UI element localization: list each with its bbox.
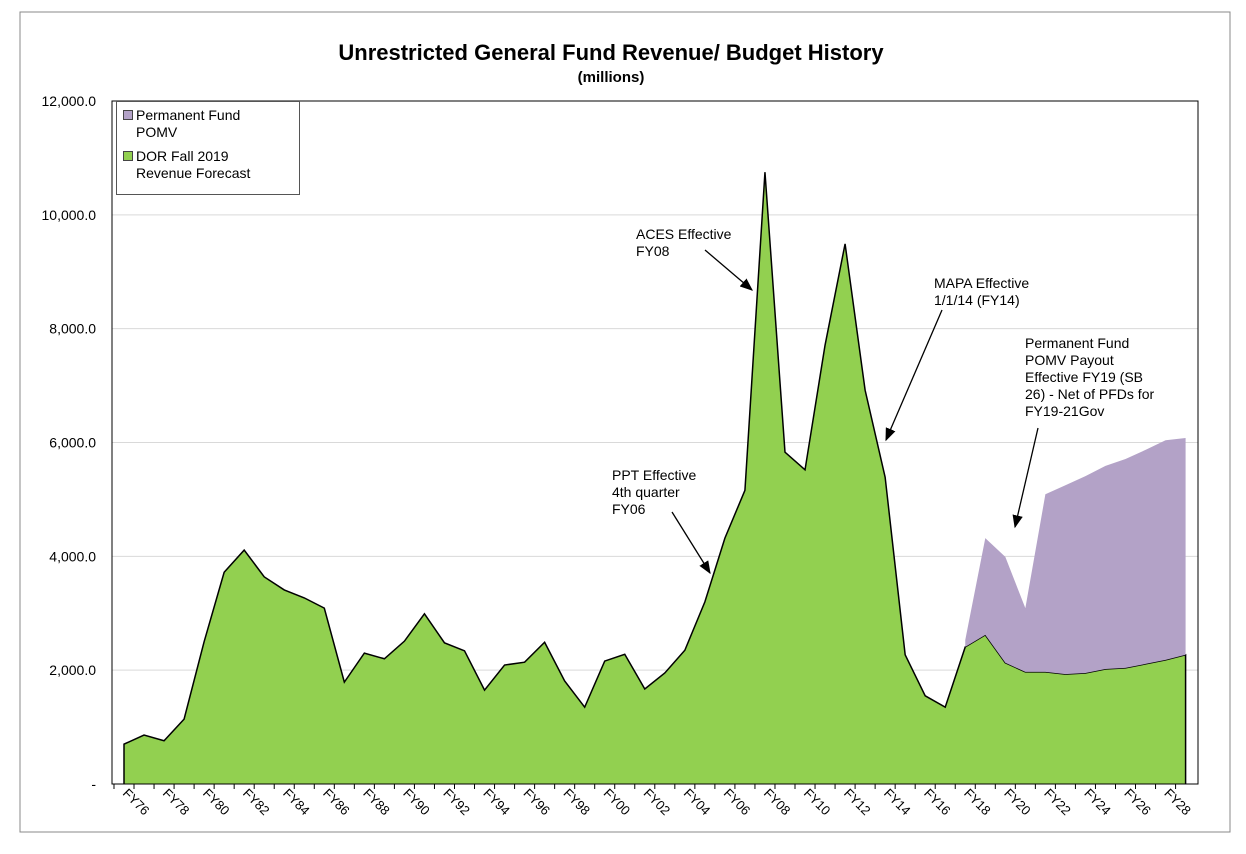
y-tick-label: 2,000.0 (49, 662, 96, 678)
annotation-line: MAPA Effective (934, 275, 1029, 291)
legend-label: Permanent Fund POMV (136, 107, 241, 140)
arrow (885, 309, 943, 442)
area (124, 172, 1186, 785)
annotation-line: FY19-21Gov (1025, 403, 1104, 419)
chart-title: Unrestricted General Fund Revenue/ Budge… (338, 40, 884, 65)
legend-item: Permanent Fund POMV (123, 107, 293, 141)
annotation-line: PPT Effective (612, 467, 697, 483)
annotation: PPT Effective 4th quarter FY06 (612, 467, 697, 517)
legend-item: DOR Fall 2019 Revenue Forecast (123, 148, 293, 182)
annotation-line: Effective FY19 (SB (1025, 369, 1143, 385)
y-tick-label: - (91, 776, 96, 792)
y-tick-label: 4,000.0 (49, 548, 96, 564)
legend-label: DOR Fall 2019 Revenue Forecast (136, 148, 251, 181)
annotation: ACES Effective FY08 (636, 226, 732, 259)
y-tick-label: 12,000.0 (42, 93, 97, 109)
area (965, 437, 1186, 675)
arrow (704, 249, 753, 291)
annotation: MAPA Effective 1/1/14 (FY14) (934, 275, 1029, 308)
annotation-line: FY08 (636, 243, 670, 259)
arrow (671, 511, 711, 575)
annotation-line: 4th quarter (612, 484, 680, 500)
arrow (1012, 427, 1039, 529)
legend-swatch (123, 110, 133, 120)
annotation-line: FY06 (612, 501, 646, 517)
chart-subtitle: (millions) (578, 69, 645, 86)
annotation: Permanent Fund POMV Payout Effective FY19 … (1025, 335, 1154, 419)
y-tick-label: 6,000.0 (49, 435, 96, 451)
annotation-line: POMV Payout (1025, 352, 1114, 368)
annotation-line: 26) - Net of PFDs for (1025, 386, 1154, 402)
legend-swatch (123, 151, 133, 161)
annotation-line: 1/1/14 (FY14) (934, 292, 1020, 308)
y-tick-label: 8,000.0 (49, 321, 96, 337)
y-tick-label: 10,000.0 (42, 207, 97, 223)
annotation-line: ACES Effective (636, 226, 732, 242)
legend: Permanent Fund POMV DOR Fall 2019 Revenue… (116, 101, 300, 195)
annotation-line: Permanent Fund (1025, 335, 1129, 351)
